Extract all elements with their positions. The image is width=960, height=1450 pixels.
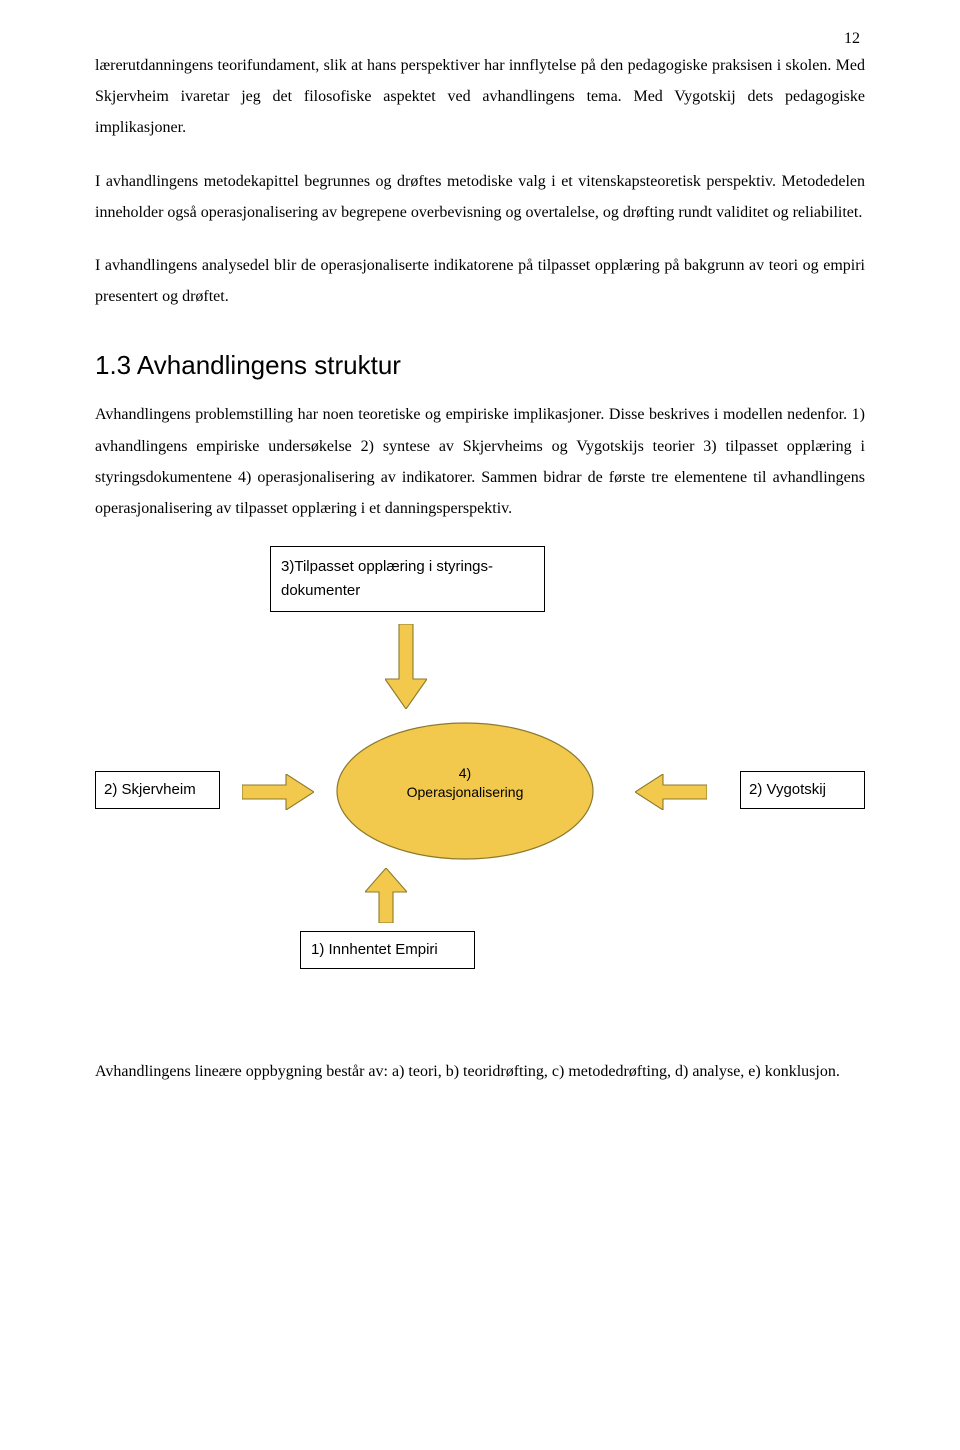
center-line-1: 4) (335, 764, 595, 783)
arrow-bottom-up (365, 868, 407, 923)
arrow-right-left (635, 774, 707, 810)
section-heading: 1.3 Avhandlingens struktur (95, 350, 865, 381)
paragraph-5: Avhandlingens lineære oppbygning består … (95, 1056, 865, 1087)
arrow-top-down (385, 624, 427, 709)
center-line-2: Operasjonalisering (335, 783, 595, 802)
page-number: 12 (844, 30, 860, 48)
paragraph-4: Avhandlingens problemstilling har noen t… (95, 399, 865, 524)
paragraph-2: I avhandlingens metodekapittel begrunnes… (95, 166, 865, 228)
diagram-box-bottom: 1) Innhentet Empiri (300, 931, 475, 969)
paragraph-3: I avhandlingens analysedel blir de opera… (95, 250, 865, 312)
paragraph-1: lærerutdanningens teorifundament, slik a… (95, 50, 865, 144)
diagram-center-text: 4) Operasjonalisering (335, 764, 595, 802)
diagram-box-top: 3)Tilpasset opplæring i styrings-dokumen… (270, 546, 545, 612)
diagram-box-right: 2) Vygotskij (740, 771, 865, 809)
structure-diagram: 3)Tilpasset opplæring i styrings-dokumen… (95, 546, 865, 1036)
diagram-box-left: 2) Skjervheim (95, 771, 220, 809)
arrow-left-right (242, 774, 314, 810)
